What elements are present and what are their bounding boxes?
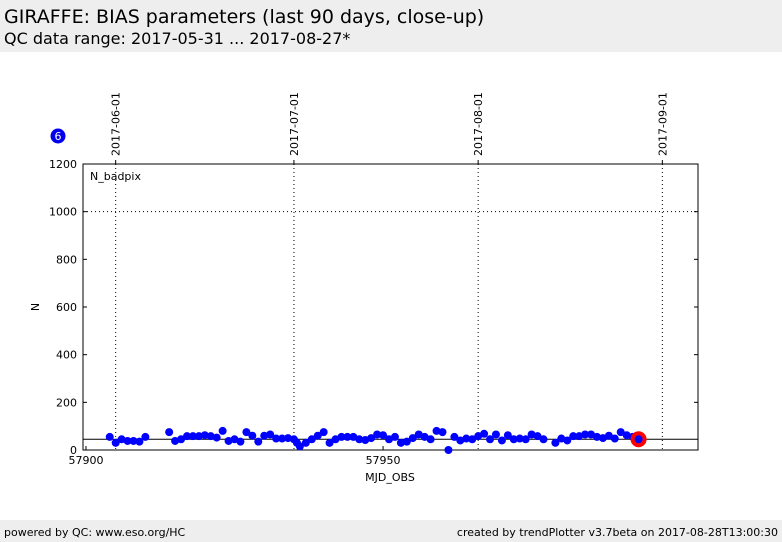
footer-created-by: created by trendPlotter v3.7beta on 2017…: [456, 526, 778, 539]
data-point: [194, 432, 203, 441]
data-point: [480, 429, 489, 438]
data-point: [563, 436, 572, 445]
data-point: [343, 432, 352, 441]
panel-number-badge: 6: [50, 128, 66, 144]
data-point: [123, 436, 132, 445]
plot-frame: [82, 163, 699, 451]
data-point: [141, 432, 150, 441]
data-point: [616, 428, 625, 437]
data-point: [581, 430, 590, 439]
data-point: [390, 432, 399, 441]
data-point: [135, 437, 144, 446]
x-tick-label: 57950: [366, 454, 401, 467]
data-point: [165, 428, 174, 437]
data-point: [551, 438, 560, 447]
date-tick-group: 2017-06-01 2017-07-01 2017-08-01 2017-09-01: [110, 92, 669, 164]
data-point: [105, 432, 114, 441]
data-point: [129, 436, 138, 445]
scatter-chart: 6 2017-06-01 2017-07-01 2017-08-01 2017-09-…: [29, 92, 699, 484]
y-tick-label: 1200: [49, 158, 77, 171]
panel-label: N_badpix: [90, 170, 141, 183]
highlight-point: [634, 435, 643, 444]
data-point: [337, 432, 346, 441]
data-point: [373, 430, 382, 439]
data-point: [462, 434, 471, 443]
page-subtitle: QC data range: 2017-05-31 ... 2017-08-27…: [4, 29, 351, 48]
data-point: [438, 428, 447, 437]
data-point: [260, 431, 269, 440]
data-point: [319, 428, 328, 437]
y-tick-label: 1000: [49, 206, 77, 219]
y-axis-label: N: [29, 303, 42, 311]
page-title: GIRAFFE: BIAS parameters (last 90 days, …: [4, 6, 485, 28]
data-point: [236, 437, 245, 446]
latest-point-highlight: [630, 431, 647, 448]
badge-circle: [50, 128, 66, 144]
data-point: [248, 431, 257, 440]
data-point: [355, 435, 364, 444]
data-point: [503, 431, 512, 440]
y-tick-label: 400: [56, 349, 77, 362]
data-point: [212, 433, 221, 442]
data-point: [450, 432, 459, 441]
data-point: [533, 432, 542, 441]
data-point: [278, 434, 287, 443]
data-point: [610, 434, 619, 443]
y-tick-label: 800: [56, 253, 77, 266]
footer-powered-by: powered by QC: www.eso.org/HC: [4, 526, 186, 539]
date-tick-label-1: 2017-07-01: [288, 92, 301, 156]
data-point: [491, 430, 500, 439]
y-tick-label: 200: [56, 396, 77, 409]
data-point: [284, 434, 292, 443]
data-point: [408, 434, 417, 443]
data-point: [111, 438, 120, 447]
data-point: [402, 437, 411, 446]
data-point: [509, 435, 518, 444]
data-point: [307, 435, 316, 444]
data-point: [272, 434, 281, 443]
data-point: [367, 434, 376, 443]
badge-number: 6: [55, 130, 62, 143]
data-point: [539, 435, 548, 444]
data-point: [254, 437, 263, 446]
data-point: [200, 431, 209, 440]
data-point: [592, 432, 601, 441]
y-axis: 0 200 400 600 800 1000 1200: [49, 158, 698, 457]
data-point: [486, 435, 495, 444]
data-point: [242, 428, 251, 437]
y-tick-label: 0: [70, 444, 77, 457]
data-point: [177, 435, 186, 444]
grid-lines: [83, 164, 698, 450]
footer: powered by QC: www.eso.org/HC created by…: [0, 520, 782, 542]
data-point: [379, 431, 388, 440]
date-tick-label-3: 2017-09-01: [656, 92, 669, 156]
x-axis: 57900 57950: [68, 446, 401, 467]
data-point: [468, 435, 477, 444]
data-point: [432, 426, 441, 435]
data-point: [301, 438, 310, 447]
data-point: [295, 442, 304, 451]
y-tick-label: 600: [56, 301, 77, 314]
data-point: [426, 435, 435, 444]
data-point: [188, 432, 197, 441]
data-point: [218, 426, 227, 435]
data-point: [313, 431, 322, 440]
data-point: [515, 434, 524, 443]
data-points: [105, 426, 637, 454]
header: GIRAFFE: BIAS parameters (last 90 days, …: [0, 0, 782, 52]
x-axis-label: MJD_OBS: [365, 471, 415, 484]
data-point: [521, 435, 530, 444]
data-point: [182, 432, 191, 441]
data-point: [569, 432, 578, 441]
data-point: [497, 436, 506, 445]
x-tick-label: 57900: [68, 454, 103, 467]
data-point: [604, 431, 613, 440]
date-tick-label-2: 2017-08-01: [472, 92, 485, 156]
date-tick-label-0: 2017-06-01: [110, 92, 123, 156]
data-point: [444, 446, 453, 454]
data-point: [325, 438, 334, 447]
data-point: [396, 438, 405, 447]
data-point: [266, 430, 275, 439]
